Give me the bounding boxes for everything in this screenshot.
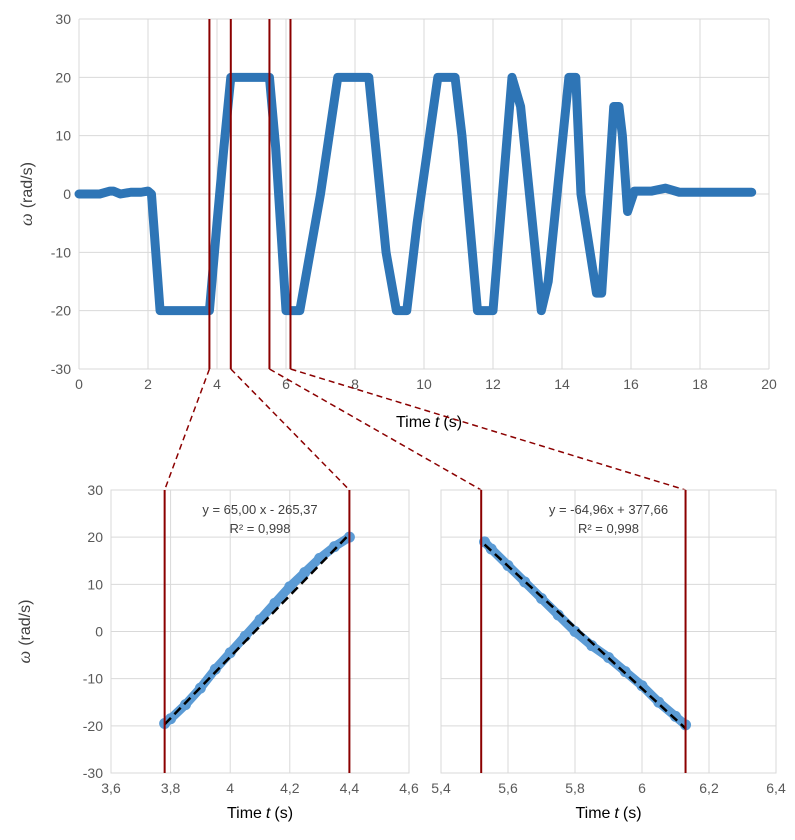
x-tick-label: 4,2 <box>280 780 300 796</box>
y-axis-title-unit: (rad/s) <box>17 600 34 646</box>
x-tick-label: 6 <box>638 780 646 796</box>
x-tick-label: 5,6 <box>498 780 518 796</box>
x-axis-title-text: Time <box>575 805 610 822</box>
x-axis-title-unit: (s) <box>274 805 293 822</box>
zoom-connector-line <box>230 368 350 491</box>
y-tick-label: 0 <box>63 186 71 202</box>
x-axis-title-unit: (s) <box>443 414 462 431</box>
y-tick-label: 0 <box>95 624 103 640</box>
data-point <box>209 663 221 675</box>
y-tick-label: -20 <box>83 718 103 734</box>
x-tick-label: 5,4 <box>431 780 451 796</box>
x-tick-label: 12 <box>485 376 501 392</box>
y-tick-label: 20 <box>55 69 71 85</box>
y-tick-label: -10 <box>51 244 71 260</box>
x-axis-title-text: Time <box>227 805 262 822</box>
x-axis-title: Time t (s) <box>575 805 641 822</box>
trendline-equation: y = 65,00 x - 265,37 <box>202 502 317 517</box>
trendline <box>483 543 687 730</box>
zoom-connector-line <box>163 368 211 491</box>
data-point <box>569 626 581 637</box>
y-tick-label: 30 <box>87 482 103 498</box>
x-tick-label: 6,2 <box>699 780 719 796</box>
x-axis-title: Time t (s) <box>396 414 462 431</box>
trendline-r2: R² = 0,998 <box>578 521 639 536</box>
y-axis-title: ω (rad/s) <box>14 600 34 664</box>
x-tick-label: 4 <box>226 780 234 796</box>
y-tick-label: 10 <box>87 576 103 592</box>
y-tick-label: -30 <box>83 765 103 781</box>
y-tick-label: -10 <box>83 671 103 687</box>
x-axis-title-unit: (s) <box>623 805 642 822</box>
y-axis-title-symbol: ω <box>16 213 36 226</box>
x-tick-label: 5,8 <box>565 780 585 796</box>
x-axis-title-var: t <box>266 805 271 822</box>
x-tick-label: 4 <box>213 376 221 392</box>
y-axis-title-symbol: ω <box>14 651 34 664</box>
zoom-chart-right: 5,4 5,6 5,8 6 6,2 6,4 y = -64,96x + 377,66 R² =… <box>431 489 786 822</box>
y-tick-label: 10 <box>55 128 71 144</box>
x-tick-label: 14 <box>554 376 570 392</box>
data-point <box>269 597 281 609</box>
y-tick-label: -20 <box>51 303 71 319</box>
x-tick-label: 6,4 <box>766 780 786 796</box>
data-point <box>299 567 311 579</box>
zoom-connectors <box>163 368 686 491</box>
y-axis-title: ω (rad/s) <box>16 162 36 226</box>
trendline <box>163 533 351 726</box>
x-tick-label: 20 <box>761 376 777 392</box>
data-point <box>636 680 648 692</box>
x-tick-label: 0 <box>75 376 83 392</box>
x-tick-label: 2 <box>144 376 152 392</box>
x-tick-label: 6 <box>282 376 290 392</box>
data-point <box>586 640 598 652</box>
main-chart: 0 2 4 6 8 10 12 14 16 18 20 -30 -20 -10 0 10 20 30 Time t (s… <box>16 11 777 431</box>
data-point <box>552 609 564 621</box>
data-point <box>670 710 681 722</box>
y-axis-title-unit: (rad/s) <box>19 162 36 208</box>
x-axis-title-text: Time <box>396 414 431 431</box>
x-axis-title-var: t <box>435 414 440 431</box>
x-tick-label: 18 <box>692 376 708 392</box>
y-tick-label: 30 <box>55 11 71 27</box>
x-tick-label: 16 <box>623 376 639 392</box>
zoom-chart-left: 3,6 3,8 4 4,2 4,4 4,6 -30 -20 -10 0 10 20 30 y = 65,0… <box>14 482 419 822</box>
trendline-r2: R² = 0,998 <box>229 521 290 536</box>
x-tick-label: 4,6 <box>399 780 419 796</box>
series-line <box>74 72 757 316</box>
zoom-connector-line <box>290 368 686 491</box>
x-tick-label: 4,4 <box>340 780 360 796</box>
x-tick-label: 3,6 <box>101 780 121 796</box>
data-point <box>284 581 296 593</box>
x-tick-label: 8 <box>351 376 359 392</box>
zoom-connector-line <box>269 368 482 491</box>
y-tick-label: -30 <box>51 361 71 377</box>
data-point <box>224 647 236 659</box>
x-axis-title: Time t (s) <box>227 805 293 822</box>
x-tick-label: 3,8 <box>161 780 181 796</box>
data-point <box>485 543 497 555</box>
trendline-equation: y = -64,96x + 377,66 <box>549 502 668 517</box>
data-point <box>329 541 340 553</box>
y-tick-label: 20 <box>87 529 103 545</box>
x-tick-label: 10 <box>416 376 432 392</box>
x-axis-title-var: t <box>614 805 619 822</box>
